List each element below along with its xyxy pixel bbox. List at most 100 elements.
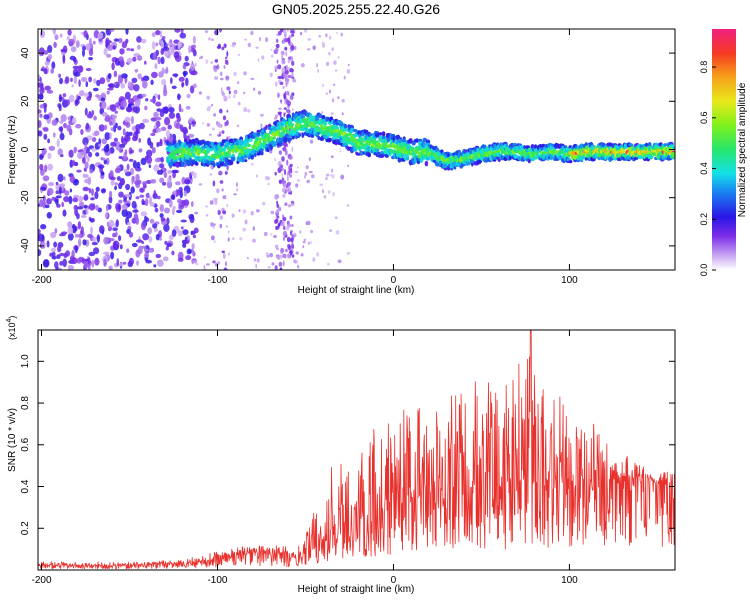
spectrogram-noise-cell xyxy=(77,96,81,100)
spectrogram-marks xyxy=(38,29,675,270)
spectrogram-noise-cell xyxy=(211,38,214,41)
spectrogram-noise-cell xyxy=(118,235,122,242)
spectrogram-noise-cell xyxy=(96,235,100,240)
spectrogram-noise-cell xyxy=(92,87,99,92)
spectrogram-ridge-cell xyxy=(344,123,348,129)
spectrogram-noise-cell xyxy=(255,46,259,49)
spectrogram-noise-cell xyxy=(285,185,288,189)
spectrogram-noise-cell xyxy=(175,181,181,186)
spectrogram-noise-cell xyxy=(145,192,150,199)
spectrogram-noise-cell xyxy=(105,29,112,36)
spectrogram-x-tick-label: -200 xyxy=(32,275,52,286)
spectrogram-noise-cell xyxy=(132,56,137,62)
spectrogram-ridge-cell xyxy=(318,113,323,119)
spectrogram-noise-cell xyxy=(40,186,46,191)
spectrogram-ridge-cell xyxy=(291,113,295,117)
spectrogram-noise-cell xyxy=(231,237,235,241)
spectrogram-noise-cell xyxy=(111,62,115,71)
spectrogram-noise-cell xyxy=(256,174,258,178)
spectrogram-ridge-cell xyxy=(212,162,216,168)
spectrogram-noise-cell xyxy=(206,263,210,266)
spectrogram-noise-cell xyxy=(280,167,285,171)
spectrogram-noise-cell xyxy=(290,237,294,243)
spectrogram-noise-cell xyxy=(177,41,181,50)
snr-x-ticks: -200 -100 0 100 xyxy=(32,330,578,586)
spectrogram-noise-cell xyxy=(289,68,294,73)
spectrogram-noise-cell xyxy=(66,36,70,41)
spectrogram-noise-cell xyxy=(290,249,293,256)
snr-y-tick-label: 1.0 xyxy=(20,354,31,368)
spectrogram-noise-cell xyxy=(71,84,74,88)
spectrogram-noise-cell xyxy=(203,267,206,270)
spectrogram-noise-cell xyxy=(281,188,286,193)
spectrogram-noise-cell xyxy=(228,95,231,99)
spectrogram-noise-cell xyxy=(206,95,210,100)
spectrogram-noise-cell xyxy=(223,65,226,69)
spectrogram-noise-cell xyxy=(282,260,285,267)
spectrogram-ridge-cell xyxy=(350,127,354,133)
spectrogram-noise-cell xyxy=(61,52,66,56)
spectrogram-noise-cell xyxy=(158,163,165,169)
spectrogram-noise-cell xyxy=(223,95,228,102)
spectrogram-noise-cell xyxy=(128,158,134,162)
spectrogram-noise-cell xyxy=(132,209,139,213)
spectrogram-noise-cell xyxy=(162,88,168,97)
spectrogram-noise-cell xyxy=(217,43,221,48)
spectrogram-noise-cell xyxy=(142,118,150,123)
spectrogram-noise-cell xyxy=(116,101,119,109)
spectrogram-noise-cell xyxy=(168,112,176,119)
spectrogram-noise-cell xyxy=(276,59,279,64)
spectrogram-ridge-cell xyxy=(185,141,189,145)
spectrogram-noise-cell xyxy=(325,92,328,95)
spectrogram-noise-cell xyxy=(340,174,345,180)
spectrogram-noise-cell xyxy=(317,68,319,73)
spectrogram-noise-cell xyxy=(95,204,99,211)
spectrogram-noise-cell xyxy=(67,232,74,241)
spectrogram-noise-cell xyxy=(319,183,324,186)
spectrogram-noise-cell xyxy=(256,209,260,213)
spectrogram-noise-cell xyxy=(101,228,105,235)
spectrogram-noise-cell xyxy=(277,92,280,98)
spectrogram-noise-cell xyxy=(184,179,191,185)
spectrogram-noise-cell xyxy=(161,79,167,86)
spectrogram-noise-cell xyxy=(89,217,95,223)
spectrogram-noise-cell xyxy=(78,238,82,247)
spectrogram-noise-cell xyxy=(337,96,340,99)
spectrogram-noise-cell xyxy=(185,77,189,87)
spectrogram-noise-cell xyxy=(202,122,204,125)
spectrogram-noise-cell xyxy=(295,251,299,255)
spectrogram-noise-cell xyxy=(39,113,43,118)
spectrogram-noise-cell xyxy=(77,221,82,230)
spectrogram-noise-cell xyxy=(78,233,83,239)
spectrogram-noise-cell xyxy=(109,121,113,126)
spectrogram-noise-cell xyxy=(226,109,229,113)
spectrogram-noise-cell xyxy=(321,83,325,87)
spectrogram-ridge-cell xyxy=(568,160,573,164)
spectrogram-noise-cell xyxy=(68,38,75,46)
colorbar-gradient xyxy=(712,29,736,270)
spectrogram-noise-cell xyxy=(160,126,167,131)
spectrogram-noise-cell xyxy=(239,237,243,241)
spectrogram-noise-cell xyxy=(305,165,309,170)
spectrogram-noise-cell xyxy=(203,265,206,268)
spectrogram-noise-cell xyxy=(311,174,315,179)
spectrogram-noise-cell xyxy=(325,33,328,38)
spectrogram-noise-cell xyxy=(139,122,145,130)
spectrogram-noise-cell xyxy=(221,46,225,51)
spectrogram-x-tick-label: 100 xyxy=(561,275,578,286)
spectrogram-noise-cell xyxy=(56,254,61,259)
spectrogram-noise-cell xyxy=(219,215,224,220)
spectrogram-noise-cell xyxy=(211,235,215,241)
spectrogram-noise-cell xyxy=(130,149,134,154)
spectrogram-ridge-cell xyxy=(244,159,248,163)
spectrogram-noise-cell xyxy=(113,125,117,133)
spectrogram-noise-cell xyxy=(160,56,165,65)
spectrogram-noise-cell xyxy=(155,49,159,57)
spectrogram-noise-cell xyxy=(190,62,195,71)
spectrogram-noise-cell xyxy=(287,59,291,64)
spectrogram-noise-cell xyxy=(233,193,237,196)
spectrogram-noise-cell xyxy=(111,118,116,123)
spectrogram-noise-cell xyxy=(103,124,108,131)
spectrogram-noise-cell xyxy=(85,122,90,130)
spectrogram-noise-cell xyxy=(284,149,288,156)
